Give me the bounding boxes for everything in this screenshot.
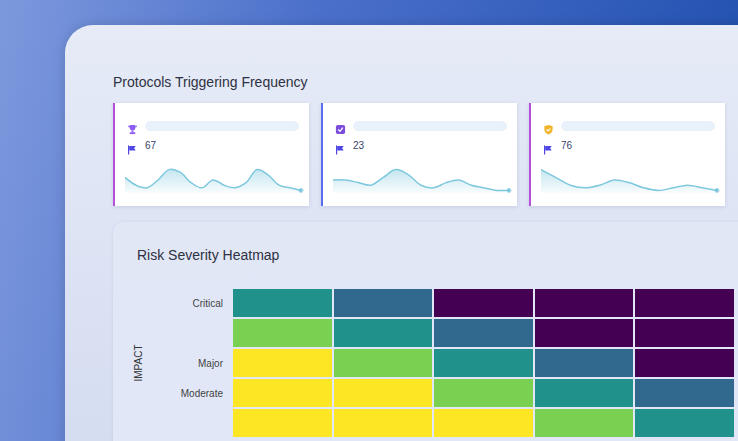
html-text:23: 23 [353, 140, 365, 151]
html-text:76: 76 [561, 140, 573, 151]
html-text:Protocols Triggering Frequency: Protocols Triggering Frequency [113, 74, 308, 90]
svg-text:IMPACT: IMPACT [133, 344, 144, 381]
svg-text:Major: Major [198, 358, 224, 369]
svg-text:Critical: Critical [192, 298, 223, 309]
html-text:67: 67 [145, 140, 157, 151]
svg-text:Moderate: Moderate [181, 388, 224, 399]
svg-text:Risk Severity Heatmap: Risk Severity Heatmap [137, 247, 280, 263]
